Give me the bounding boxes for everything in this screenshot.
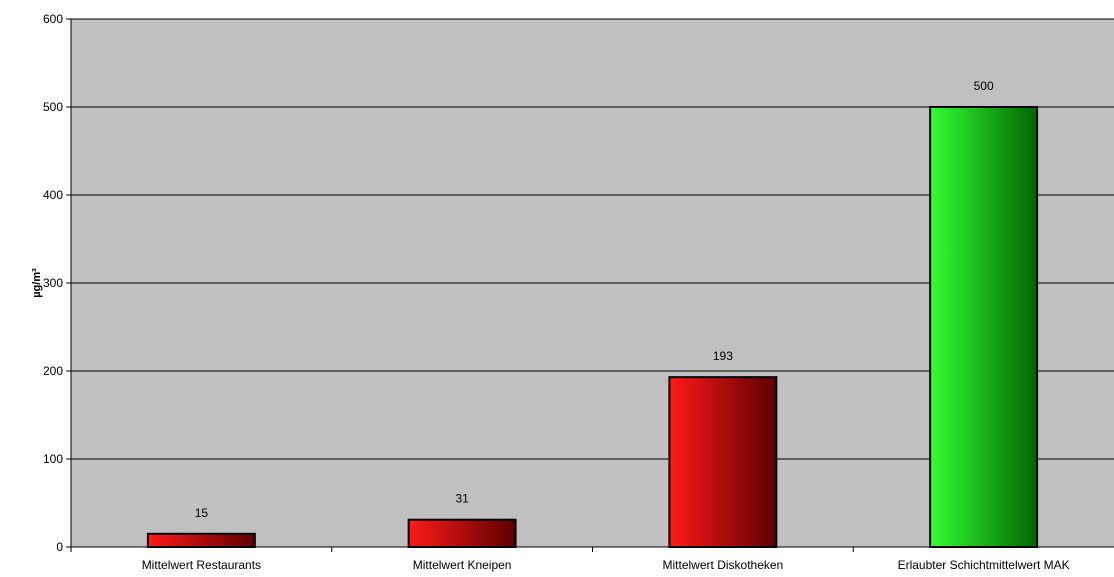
x-category-label: Mittelwert Kneipen	[413, 558, 512, 572]
gridlines	[71, 18, 1114, 460]
y-tick-label: 200	[43, 364, 63, 378]
x-category-label: Erlaubter Schichtmittelwert MAK	[898, 558, 1070, 572]
bar	[407, 518, 517, 548]
bar	[146, 532, 256, 548]
y-tick-label: 400	[43, 188, 63, 202]
x-category-label: Mittelwert Diskotheken	[663, 558, 784, 572]
bars	[146, 106, 1039, 548]
y-axis-title: µg/m³	[31, 268, 43, 298]
bar-value-label: 15	[195, 506, 209, 520]
bar	[929, 106, 1039, 548]
bar-value-label: 31	[455, 492, 469, 506]
data-labels: 15 31 193 500	[195, 79, 994, 520]
bar	[668, 376, 778, 548]
y-tick-label: 0	[56, 540, 63, 554]
x-axis-ticks: Mittelwert Restaurants Mittelwert Kneipen…	[70, 547, 1070, 572]
y-tick-label: 300	[43, 276, 63, 290]
y-tick-label: 600	[43, 12, 63, 26]
x-category-label: Mittelwert Restaurants	[142, 558, 261, 572]
y-tick-label: 500	[43, 100, 63, 114]
y-axis-ticks: 0 100 200 300 400 500 600	[43, 12, 71, 554]
bar-value-label: 500	[974, 79, 994, 93]
bar-value-label: 193	[713, 349, 733, 363]
y-tick-label: 100	[43, 452, 63, 466]
